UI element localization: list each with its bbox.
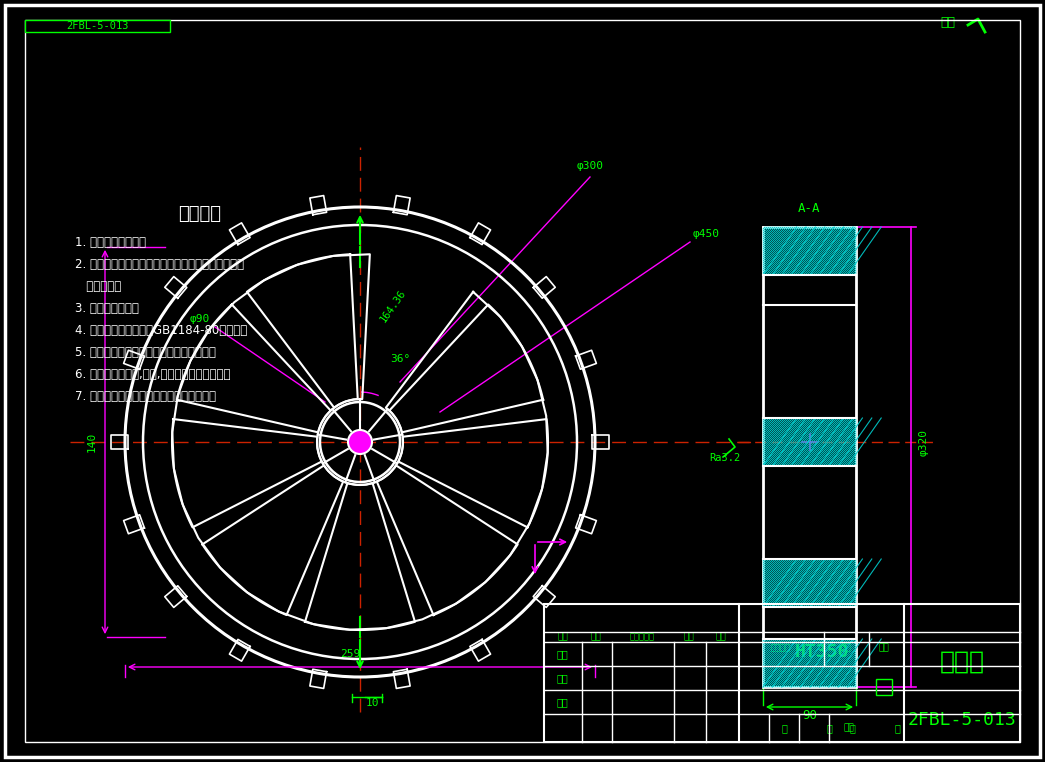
- Text: 签字: 签字: [683, 632, 694, 642]
- Text: 面的缺陷。: 面的缺陷。: [75, 280, 121, 293]
- Text: 140: 140: [87, 432, 97, 452]
- Text: 10: 10: [366, 698, 378, 708]
- Text: 3. 去除毛刺飞边。: 3. 去除毛刺飞边。: [75, 302, 139, 315]
- Text: 日期: 日期: [843, 723, 855, 732]
- Bar: [544, 604, 1020, 742]
- Text: 共: 共: [781, 723, 787, 733]
- Text: 审核: 审核: [556, 673, 567, 683]
- Text: A-A: A-A: [798, 202, 820, 215]
- Text: 技术要求: 技术要求: [179, 205, 222, 223]
- Text: 1. 零件去除氧化皮。: 1. 零件去除氧化皮。: [75, 235, 146, 248]
- Text: φ300: φ300: [577, 161, 604, 171]
- Text: 164.36: 164.36: [378, 287, 408, 324]
- Text: 2FBL-5-013: 2FBL-5-013: [908, 711, 1017, 729]
- Text: HT350: HT350: [794, 643, 849, 661]
- Text: 2FBL-5-013: 2FBL-5-013: [66, 21, 129, 31]
- Text: Ra3.2: Ra3.2: [710, 453, 741, 463]
- Text: 6. 铸件要求无砂眼,气孔,夹渣等影响强度的缺陷: 6. 铸件要求无砂眼,气孔,夹渣等影响强度的缺陷: [75, 367, 231, 380]
- Text: 5. 铸件表面应清理，不得有气孔夹渣等缺陷: 5. 铸件表面应清理，不得有气孔夹渣等缺陷: [75, 345, 216, 358]
- Text: 36°: 36°: [390, 354, 411, 364]
- Text: 2. 零件加工表面上，不应有划痕、擦伤等损伤零件表: 2. 零件加工表面上，不应有划痕、擦伤等损伤零件表: [75, 258, 243, 271]
- Text: 7. 在正常工作条件下，各接触面不许有渗漏: 7. 在正常工作条件下，各接触面不许有渗漏: [75, 389, 216, 402]
- Bar: [763, 227, 856, 687]
- Text: 张: 张: [895, 723, 900, 733]
- Bar: [876, 679, 892, 695]
- Text: 累余: 累余: [940, 15, 955, 28]
- Text: 设计: 设计: [556, 649, 567, 659]
- Text: 更改文件号: 更改文件号: [629, 632, 654, 642]
- Text: 图样标记: 图样标记: [771, 643, 791, 652]
- Bar: [763, 418, 856, 466]
- Circle shape: [348, 430, 372, 454]
- Bar: [763, 227, 856, 275]
- Text: 259: 259: [340, 649, 361, 659]
- Text: 处数: 处数: [590, 632, 601, 642]
- Text: 重量: 重量: [840, 643, 852, 652]
- Text: φ90: φ90: [190, 314, 210, 324]
- Bar: [763, 639, 856, 687]
- Text: 日期: 日期: [716, 632, 726, 642]
- Text: 行走轮: 行走轮: [939, 650, 984, 674]
- Text: 比例: 比例: [879, 643, 889, 652]
- Bar: [763, 559, 856, 607]
- Text: 张: 张: [826, 723, 832, 733]
- Text: φ450: φ450: [693, 229, 720, 239]
- Bar: [25, 20, 170, 32]
- Text: 标记: 标记: [558, 632, 568, 642]
- Text: 工艺: 工艺: [556, 697, 567, 707]
- Text: φ320: φ320: [919, 428, 929, 456]
- Text: 90: 90: [802, 709, 817, 722]
- Text: 第: 第: [850, 723, 855, 733]
- Text: 4. 未注形状公差应符合GB1184-80的要求。: 4. 未注形状公差应符合GB1184-80的要求。: [75, 324, 248, 337]
